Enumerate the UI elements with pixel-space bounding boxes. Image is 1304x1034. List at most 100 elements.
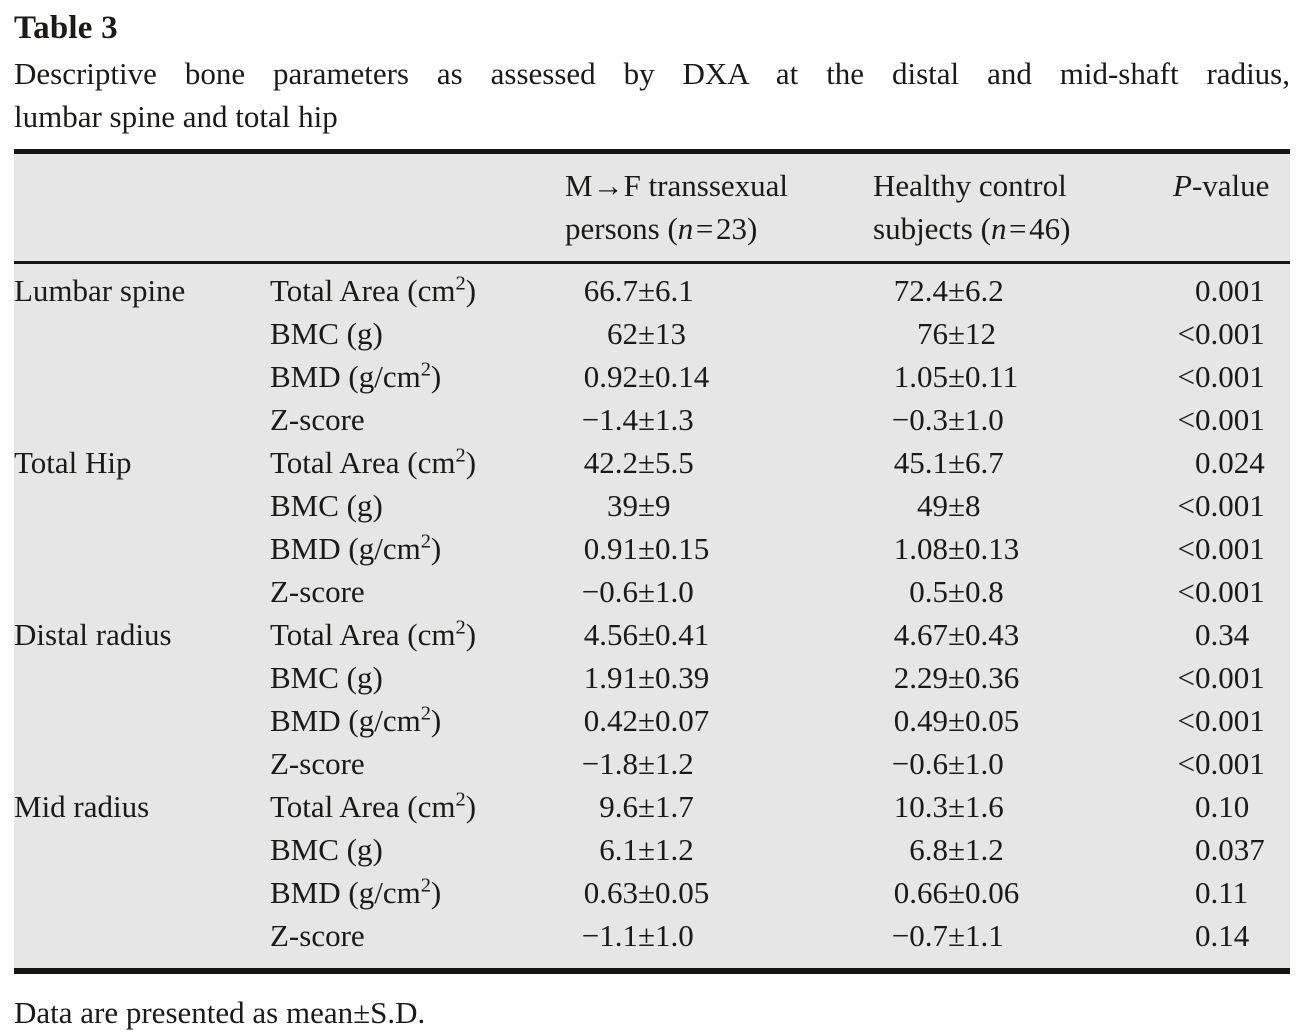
header-line: M→F transsexual (565, 168, 789, 203)
pvalue-cell: 0.001 (1195, 273, 1265, 308)
header-control-group: Healthy control subjects (n = 46) (873, 154, 1173, 264)
pvalue-cell: <0.001 (1177, 574, 1265, 609)
region-cell (14, 699, 270, 742)
table-row: Z-score −1.1±1.0 −0.7±1.1 0.14 (14, 914, 1290, 957)
parameter-cell: BMC (g) (270, 832, 383, 867)
header-line: Healthy control (873, 168, 1067, 203)
table-row: Z-score −0.6±1.0 0.5±0.8 <0.001 (14, 570, 1290, 613)
parameter-cell: Z-score (270, 918, 365, 953)
parameter-cell: BMD (g/cm2) (270, 702, 442, 738)
data-table: M→F transsexual persons (n = 23) Healthy… (14, 154, 1290, 957)
header-pvalue: P-value (1173, 154, 1290, 264)
pvalue-cell: 0.11 (1195, 875, 1249, 910)
value-cell-control: 0.5±0.8 (909, 574, 1004, 609)
value-cell-transsexual: 0.92±0.14 (583, 359, 710, 394)
region-cell (14, 570, 270, 613)
value-cell-transsexual: 1.91±0.39 (583, 660, 710, 695)
table-caption: Descriptive bone parameters as assessed … (14, 52, 1290, 138)
value-cell-control: 49±8 (917, 488, 981, 523)
pvalue-cell: 0.14 (1195, 918, 1250, 953)
table-row: BMC (g) 62±13 76±12 <0.001 (14, 312, 1290, 355)
region-cell: Distal radius (14, 617, 172, 652)
parameter-cell: BMD (g/cm2) (270, 874, 442, 910)
pvalue-cell: 0.037 (1195, 832, 1265, 867)
pvalue-cell: <0.001 (1177, 402, 1265, 437)
table-footnote: Data are presented as mean±S.D. (14, 995, 426, 1030)
value-cell-control: 1.05±0.11 (893, 359, 1019, 394)
table-label: Table 3 (14, 10, 118, 46)
header-line: persons (n = 23) (565, 211, 758, 246)
value-cell-transsexual: 42.2±5.5 (583, 445, 694, 480)
pvalue-cell: <0.001 (1177, 488, 1265, 523)
pvalue-cell: <0.001 (1177, 531, 1265, 566)
value-cell-transsexual: 39±9 (607, 488, 671, 523)
pvalue-cell: 0.34 (1195, 617, 1250, 652)
value-cell-control: −0.6±1.0 (891, 746, 1004, 781)
value-cell-transsexual: −0.6±1.0 (581, 574, 694, 609)
pvalue-cell: 0.024 (1195, 445, 1265, 480)
value-cell-transsexual: 66.7±6.1 (583, 273, 694, 308)
parameter-cell: Total Area (cm2) (270, 616, 477, 652)
region-cell (14, 871, 270, 914)
region-cell (14, 656, 270, 699)
table-row: Distal radius Total Area (cm2) 4.56±0.41 4.… (14, 613, 1290, 656)
parameter-cell: BMC (g) (270, 660, 383, 695)
parameter-cell: Z-score (270, 746, 365, 781)
table-row: Z-score −1.8±1.2 −0.6±1.0 <0.001 (14, 742, 1290, 785)
region-cell (14, 484, 270, 527)
value-cell-control: 1.08±0.13 (893, 531, 1020, 566)
pvalue-cell: <0.001 (1177, 746, 1265, 781)
value-cell-transsexual: 62±13 (607, 316, 687, 351)
caption-line: Descriptive bone parameters as assessed … (14, 56, 1290, 91)
value-cell-control: 10.3±1.6 (893, 789, 1004, 824)
parameter-cell: Z-score (270, 574, 365, 609)
region-cell: Total Hip (14, 445, 132, 480)
value-cell-transsexual: 0.63±0.05 (583, 875, 710, 910)
table-row: BMC (g) 1.91±0.39 2.29±0.36 <0.001 (14, 656, 1290, 699)
value-cell-transsexual: 0.91±0.15 (583, 531, 710, 566)
header-transsexual-group: M→F transsexual persons (n = 23) (565, 154, 873, 264)
header-line: subjects (n = 46) (873, 211, 1071, 246)
table-row: BMC (g) 6.1±1.2 6.8±1.2 0.037 (14, 828, 1290, 871)
value-cell-transsexual: −1.1±1.0 (581, 918, 694, 953)
table-row: BMD (g/cm2) 0.42±0.07 0.49±0.05 <0.001 (14, 699, 1290, 742)
value-cell-control: −0.3±1.0 (891, 402, 1004, 437)
value-cell-control: 0.66±0.06 (893, 875, 1020, 910)
value-cell-transsexual: 9.6±1.7 (599, 789, 694, 824)
table-row: BMD (g/cm2) 0.92±0.14 1.05±0.11 <0.001 (14, 355, 1290, 398)
pvalue-cell: <0.001 (1177, 660, 1265, 695)
header-region-empty (14, 154, 270, 264)
table-row: BMD (g/cm2) 0.63±0.05 0.66±0.06 0.11 (14, 871, 1290, 914)
table-row: Lumbar spine Total Area (cm2) 66.7±6.1 72.4… (14, 263, 1290, 313)
value-cell-transsexual: −1.4±1.3 (581, 402, 694, 437)
table-row: Z-score −1.4±1.3 −0.3±1.0 <0.001 (14, 398, 1290, 441)
value-cell-control: 0.49±0.05 (893, 703, 1020, 738)
table-body: Lumbar spine Total Area (cm2) 66.7±6.1 72.4… (14, 263, 1290, 958)
region-cell (14, 828, 270, 871)
region-cell (14, 398, 270, 441)
table-row: BMC (g) 39±9 49±8 <0.001 (14, 484, 1290, 527)
parameter-cell: BMD (g/cm2) (270, 358, 442, 394)
region-cell (14, 527, 270, 570)
parameter-cell: BMD (g/cm2) (270, 530, 442, 566)
table-container: M→F transsexual persons (n = 23) Healthy… (14, 149, 1290, 974)
value-cell-control: 6.8±1.2 (909, 832, 1004, 867)
value-cell-control: 72.4±6.2 (893, 273, 1004, 308)
value-cell-transsexual: 6.1±1.2 (599, 832, 694, 867)
pvalue-cell: <0.001 (1177, 316, 1265, 351)
region-cell (14, 914, 270, 957)
value-cell-control: −0.7±1.1 (891, 918, 1004, 953)
value-cell-control: 76±12 (917, 316, 997, 351)
table-row: BMD (g/cm2) 0.91±0.15 1.08±0.13 <0.001 (14, 527, 1290, 570)
parameter-cell: Total Area (cm2) (270, 788, 477, 824)
pvalue-cell: 0.10 (1195, 789, 1250, 824)
parameter-cell: BMC (g) (270, 316, 383, 351)
table-row: Mid radius Total Area (cm2) 9.6±1.7 10.3±1.… (14, 785, 1290, 828)
region-cell (14, 312, 270, 355)
value-cell-control: 2.29±0.36 (893, 660, 1020, 695)
pvalue-cell: <0.001 (1177, 359, 1265, 394)
caption-line: lumbar spine and total hip (14, 99, 338, 134)
parameter-cell: Total Area (cm2) (270, 444, 477, 480)
pvalue-cell: <0.001 (1177, 703, 1265, 738)
